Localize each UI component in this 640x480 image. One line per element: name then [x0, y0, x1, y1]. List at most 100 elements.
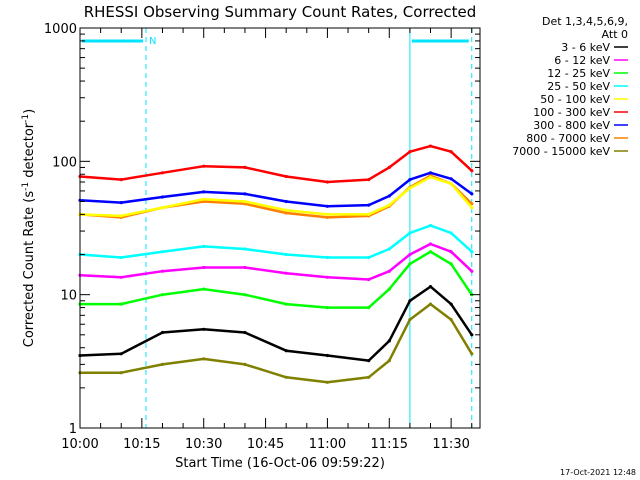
- x-tick-label: 10:30: [185, 437, 222, 452]
- series-point: [470, 192, 474, 196]
- series-point: [428, 250, 433, 254]
- legend-header-detectors: Det 1,3,4,5,6,9,: [542, 15, 628, 28]
- series-point: [243, 202, 247, 206]
- series-line: [79, 144, 473, 184]
- series-point: [160, 330, 165, 335]
- series-point: [470, 206, 474, 210]
- series-point: [470, 202, 474, 206]
- series-point: [202, 164, 206, 168]
- series-point: [119, 201, 123, 205]
- series-point: [387, 339, 391, 343]
- series-point: [202, 287, 206, 291]
- series-point: [160, 362, 165, 366]
- series-point: [160, 293, 165, 297]
- series-point: [449, 182, 453, 186]
- x-tick-label: 10:00: [61, 437, 98, 452]
- night-label: N: [149, 36, 156, 47]
- series-point: [119, 352, 123, 356]
- series-point: [119, 302, 123, 306]
- series-point: [367, 255, 371, 260]
- series-point: [284, 211, 288, 215]
- series-point: [449, 150, 453, 154]
- legend-label: 6 - 12 keV: [554, 54, 610, 67]
- series-point: [387, 203, 391, 207]
- series-point: [202, 199, 206, 204]
- series-point: [284, 349, 288, 353]
- series-point: [428, 171, 433, 175]
- x-tick-label: 11:15: [371, 437, 408, 452]
- series-layer: [78, 144, 474, 384]
- x-axis: 10:00 10:15 10:30 10:45 11:00 11:15 11:30: [61, 28, 473, 452]
- y-tick-label: 1000: [44, 22, 77, 37]
- series-point: [408, 252, 412, 257]
- series-point: [408, 262, 412, 266]
- series-point: [160, 269, 165, 273]
- legend-label: 800 - 7000 keV: [526, 132, 610, 145]
- series-point: [160, 206, 165, 210]
- series-point: [243, 247, 247, 251]
- legend-label: 12 - 25 keV: [547, 67, 610, 80]
- series-point: [449, 262, 453, 266]
- series-point: [202, 197, 206, 201]
- series-point: [202, 190, 206, 194]
- series-line: [80, 302, 473, 384]
- series-point: [408, 299, 412, 303]
- series-point: [470, 333, 474, 337]
- y-tick-label: 10: [60, 289, 77, 304]
- y-tick-label: 100: [52, 155, 77, 170]
- series-point: [428, 242, 433, 246]
- series-point: [325, 380, 329, 384]
- series-point: [367, 203, 371, 207]
- series-point: [408, 150, 412, 154]
- series-point: [325, 215, 329, 219]
- series-point: [202, 327, 206, 331]
- y-axis: 1 10 100 1000: [44, 22, 480, 437]
- legend-label: 100 - 300 keV: [533, 106, 610, 119]
- series-point: [387, 287, 391, 291]
- series-point: [449, 177, 453, 181]
- series-point: [367, 212, 371, 216]
- x-tick-label: 11:00: [309, 437, 346, 452]
- series-point: [387, 165, 391, 169]
- series-point: [325, 204, 329, 208]
- plot-frame: [79, 27, 481, 429]
- legend-label: 300 - 800 keV: [533, 119, 610, 132]
- series-point: [243, 192, 247, 196]
- series-point: [284, 252, 288, 257]
- series-point: [387, 247, 391, 251]
- series-point: [325, 212, 329, 216]
- series-point: [160, 171, 165, 175]
- series-point: [325, 275, 329, 279]
- series-line: [79, 285, 473, 362]
- series-point: [243, 265, 247, 270]
- x-axis-label: Start Time (16-Oct-06 09:59:22): [175, 456, 385, 471]
- series-point: [243, 199, 247, 204]
- series-point: [449, 318, 453, 322]
- series-point: [428, 302, 433, 306]
- series-point: [325, 306, 329, 310]
- y-tick-label: 1: [69, 422, 77, 437]
- series-point: [470, 352, 474, 356]
- series-point: [428, 285, 433, 289]
- series-point: [284, 302, 288, 306]
- series-point: [470, 250, 474, 254]
- series-point: [284, 271, 288, 275]
- series-point: [119, 275, 123, 279]
- series-point: [470, 169, 474, 173]
- series-point: [325, 353, 329, 358]
- series-point: [243, 330, 247, 335]
- series-point: [119, 255, 123, 260]
- series-point: [428, 175, 433, 179]
- legend-label: 50 - 100 keV: [540, 93, 610, 106]
- series-point: [367, 277, 371, 282]
- series-point: [428, 144, 433, 148]
- series-point: [367, 178, 371, 182]
- series-point: [387, 359, 391, 363]
- series-point: [325, 180, 329, 184]
- series-point: [119, 214, 123, 218]
- series-point: [408, 186, 412, 190]
- series-point: [367, 375, 371, 379]
- series-point: [325, 255, 329, 260]
- series-point: [243, 165, 247, 169]
